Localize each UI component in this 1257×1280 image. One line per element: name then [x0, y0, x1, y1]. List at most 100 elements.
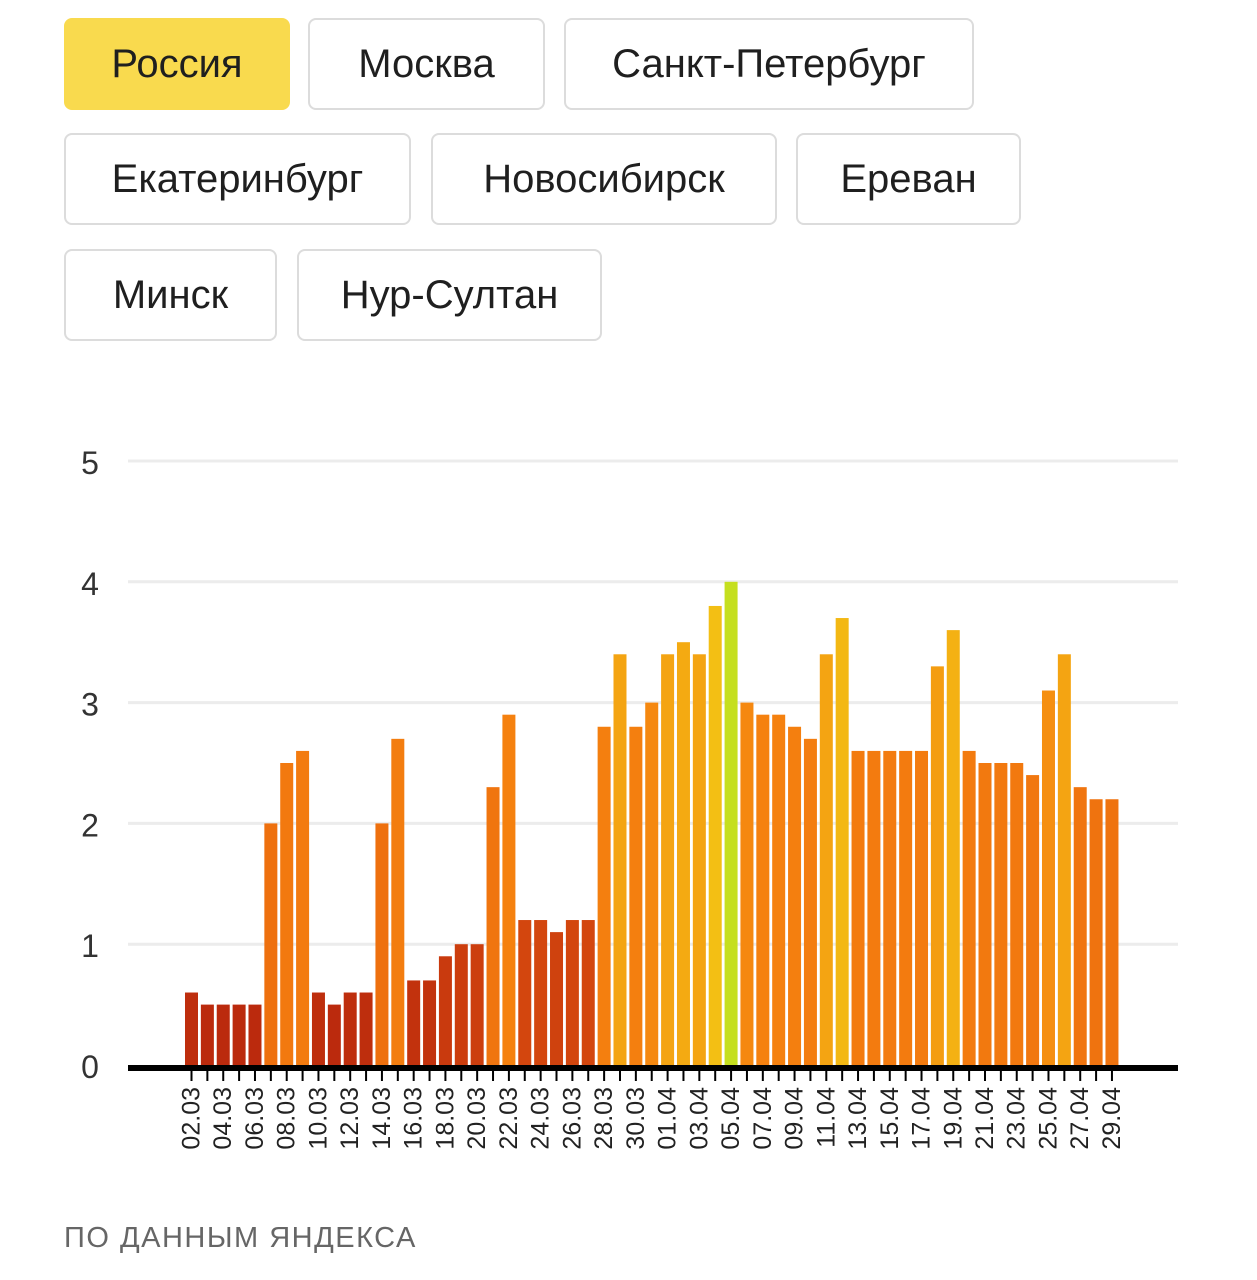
x-tick-label: 21.04: [971, 1087, 999, 1150]
bar-18.04: [930, 666, 944, 1065]
bar-17.04: [915, 750, 929, 1065]
bar-26.04: [1057, 654, 1071, 1065]
bar-21.03: [486, 787, 500, 1065]
bar-27.03: [581, 920, 595, 1065]
x-tick-label: 12.03: [336, 1087, 364, 1150]
bar-05.03: [232, 1004, 246, 1065]
x-tick-label: 13.04: [844, 1087, 872, 1150]
bar-08.03: [280, 763, 294, 1065]
index-bar-chart: 0 1 2 3 4 5 02.03 04.03 06.03 08.03 10.03 12.03 14.0…: [81, 445, 1178, 1150]
tab-russia[interactable]: Россия: [64, 18, 290, 110]
y-tick-label: 3: [81, 687, 99, 723]
y-tick-label: 1: [81, 928, 99, 964]
bar-27.04: [1073, 787, 1087, 1065]
bar-31.03: [645, 702, 659, 1065]
bar-01.04: [661, 654, 675, 1065]
bar-30.03: [629, 726, 643, 1065]
axes: 0 1 2 3 4 5 02.03 04.03 06.03 08.03 10.03 12.03 14.0…: [81, 445, 1178, 1150]
bar-14.03: [375, 823, 389, 1065]
bar-20.04: [962, 750, 976, 1065]
x-tick-label: 04.03: [209, 1087, 237, 1150]
bar-13.04: [851, 750, 865, 1065]
x-tick-label: 17.04: [908, 1087, 936, 1150]
x-tick-label: 25.04: [1034, 1087, 1062, 1150]
bar-20.03: [470, 944, 484, 1065]
bar-14.04: [867, 750, 881, 1065]
x-tick-label: 24.03: [527, 1087, 555, 1150]
x-tick-label: 07.04: [749, 1087, 777, 1150]
bar-19.04: [946, 630, 960, 1065]
bar-17.03: [423, 980, 437, 1065]
bar-28.03: [597, 726, 611, 1065]
bar-29.04: [1105, 799, 1119, 1065]
bar-23.03: [518, 920, 532, 1065]
bar-10.04: [803, 738, 817, 1065]
bar-03.04: [692, 654, 706, 1065]
tab-moscow[interactable]: Москва: [308, 18, 545, 110]
bar-07.03: [264, 823, 278, 1065]
bar-10.03: [311, 992, 325, 1065]
x-tick-label: 09.04: [781, 1087, 809, 1150]
bar-28.04: [1089, 799, 1103, 1065]
region-tabs: Россия Москва Санкт-Петербург Екатеринбу…: [0, 0, 1257, 360]
bar-15.03: [391, 738, 405, 1065]
y-tick-label: 5: [81, 445, 99, 481]
x-tick-label: 10.03: [304, 1087, 332, 1150]
bar-12.04: [835, 618, 849, 1065]
x-tick-label: 26.03: [558, 1087, 586, 1150]
x-tick-label: 19.04: [939, 1087, 967, 1150]
x-tick-label: 23.04: [1003, 1087, 1031, 1150]
x-tick-label: 01.04: [654, 1087, 682, 1150]
bar-13.03: [359, 992, 373, 1065]
bar-12.03: [343, 992, 357, 1065]
bar-16.03: [407, 980, 421, 1065]
bar-22.04: [994, 763, 1008, 1065]
tab-minsk[interactable]: Минск: [64, 249, 277, 341]
tab-nur-sultan[interactable]: Нур-Султан: [297, 249, 602, 341]
bar-24.03: [534, 920, 548, 1065]
x-tick-label: 03.04: [685, 1087, 713, 1150]
tab-saint-petersburg[interactable]: Санкт-Петербург: [564, 18, 974, 110]
bars: [185, 581, 1119, 1065]
bar-09.04: [788, 726, 802, 1065]
bar-06.04: [740, 702, 754, 1065]
x-tick-label: 28.03: [590, 1087, 618, 1150]
bar-18.03: [438, 956, 452, 1065]
tab-yerevan[interactable]: Ереван: [796, 133, 1021, 225]
x-tick-label: 20.03: [463, 1087, 491, 1150]
x-tick-label: 08.03: [273, 1087, 301, 1150]
tab-novosibirsk[interactable]: Новосибирск: [431, 133, 777, 225]
x-tick-label: 30.03: [622, 1087, 650, 1150]
bar-04.03: [216, 1004, 230, 1065]
bar-23.04: [1010, 763, 1024, 1065]
x-tick-label: 05.04: [717, 1087, 745, 1150]
bar-06.03: [248, 1004, 262, 1065]
x-tick-label: 14.03: [368, 1087, 396, 1150]
x-tick-label: 18.03: [431, 1087, 459, 1150]
x-tick-label: 22.03: [495, 1087, 523, 1150]
bar-25.03: [550, 932, 564, 1065]
bar-08.04: [772, 714, 786, 1065]
bar-29.03: [613, 654, 627, 1065]
bar-07.04: [756, 714, 770, 1065]
x-tick-label: 02.03: [178, 1087, 206, 1150]
bar-09.03: [296, 750, 310, 1065]
bar-11.04: [819, 654, 833, 1065]
bar-26.03: [565, 920, 579, 1065]
bar-03.03: [200, 1004, 214, 1065]
bar-04.04: [708, 605, 722, 1065]
y-tick-label: 0: [81, 1049, 99, 1085]
x-tick-label: 16.03: [400, 1087, 428, 1150]
bar-05.04: [724, 581, 738, 1065]
bar-16.04: [899, 750, 913, 1065]
x-tick-label: 11.04: [812, 1087, 840, 1148]
bar-22.03: [502, 714, 516, 1065]
x-tick-label: 27.04: [1066, 1087, 1094, 1150]
y-tick-label: 2: [81, 807, 99, 843]
bar-11.03: [327, 1004, 341, 1065]
tab-yekaterinburg[interactable]: Екатеринбург: [64, 133, 411, 225]
source-note: ПО ДАННЫМ ЯНДЕКСА: [64, 1222, 417, 1254]
bar-19.03: [454, 944, 468, 1065]
x-tick-label: 06.03: [241, 1087, 269, 1150]
bar-24.04: [1026, 775, 1040, 1065]
